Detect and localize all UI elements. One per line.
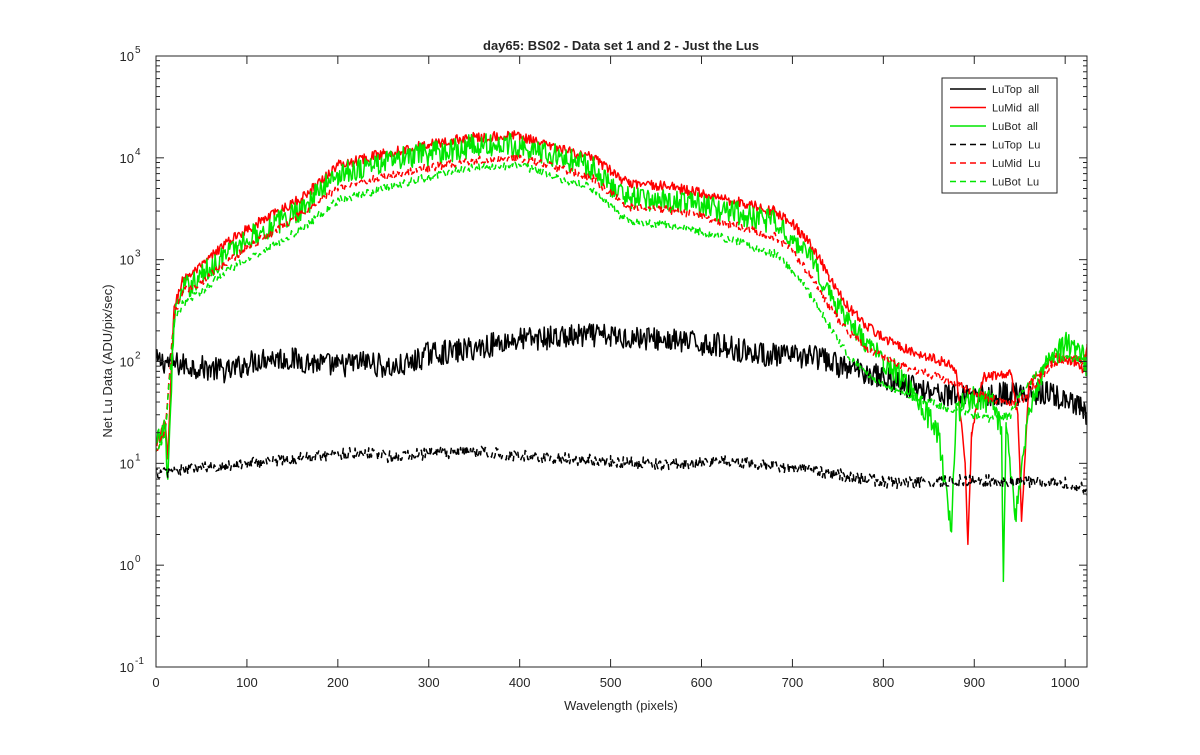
series-line-1 — [156, 130, 1087, 546]
y-tick-label: 10 — [120, 253, 134, 268]
x-tick-label: 700 — [782, 675, 804, 690]
x-tick-label: 900 — [963, 675, 985, 690]
series-line-3 — [156, 445, 1087, 496]
x-tick-label: 600 — [691, 675, 713, 690]
series-line-0 — [156, 323, 1087, 425]
x-axis-label: Wavelength (pixels) — [564, 698, 678, 713]
y-tick-exponent: 4 — [135, 147, 141, 158]
x-tick-label: 200 — [327, 675, 349, 690]
x-tick-label: 300 — [418, 675, 440, 690]
x-tick-label: 0 — [152, 675, 159, 690]
y-tick-label: 10 — [120, 558, 134, 573]
legend-label-1: LuMid all — [992, 103, 1039, 115]
legend-label-4: LuMid Lu — [992, 158, 1040, 170]
y-tick-label: 10 — [120, 355, 134, 370]
x-tick-label: 800 — [872, 675, 894, 690]
y-tick-exponent: 1 — [135, 452, 141, 463]
y-tick-exponent: 0 — [135, 554, 141, 565]
y-tick-exponent: 2 — [135, 351, 141, 362]
x-tick-label: 100 — [236, 675, 258, 690]
legend-label-2: LuBot all — [992, 121, 1038, 133]
x-tick-label: 400 — [509, 675, 531, 690]
y-tick-label: 10 — [120, 49, 134, 64]
legend: LuTop all LuMid all LuBot all LuTop Lu LuMid… — [941, 77, 1058, 194]
y-tick-label: 10 — [120, 151, 134, 166]
x-tick-label: 1000 — [1051, 675, 1080, 690]
legend-label-0: LuTop all — [992, 84, 1039, 96]
legend-label-3: LuTop Lu — [992, 140, 1040, 152]
series-line-4 — [156, 154, 1087, 454]
y-tick-exponent: 5 — [135, 45, 141, 56]
legend-box — [941, 77, 1058, 194]
chart-title: day65: BS02 - Data set 1 and 2 - Just th… — [483, 38, 759, 53]
y-axis-label: Net Lu Data (ADU/pix/sec) — [100, 284, 115, 437]
y-tick-exponent: -1 — [135, 656, 144, 667]
series-line-5 — [156, 161, 1087, 452]
y-tick-label: 10 — [120, 456, 134, 471]
x-tick-label: 500 — [600, 675, 622, 690]
legend-label-5: LuBot Lu — [992, 177, 1039, 189]
series-layer — [156, 130, 1087, 583]
series-line-2 — [156, 132, 1087, 583]
y-tick-label: 10 — [120, 660, 134, 675]
y-tick-exponent: 3 — [135, 249, 141, 260]
